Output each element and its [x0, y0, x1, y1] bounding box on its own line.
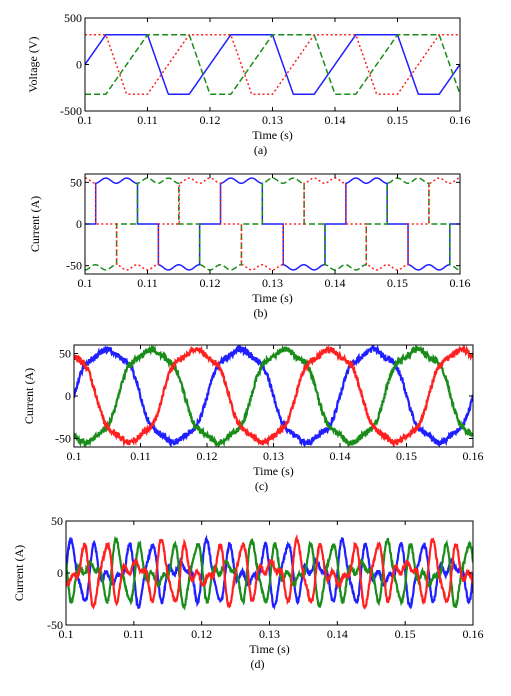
y-tick-label: 500 — [64, 11, 82, 25]
x-tick-label: 0.13 — [263, 449, 284, 463]
x-tick-label: 0.16 — [450, 113, 471, 127]
y-axis-label: Voltage (V) — [26, 36, 40, 92]
x-tick-label: 0.14 — [330, 449, 351, 463]
x-tick-label: 0.16 — [450, 276, 471, 290]
y-tick-label: 0 — [76, 217, 82, 231]
series-line-phase-b — [66, 535, 473, 611]
x-tick-label: 0.11 — [124, 627, 145, 641]
x-tick-label: 0.1 — [67, 449, 82, 463]
x-axis-label: Time (s) — [253, 464, 294, 478]
y-tick-label: 0 — [65, 389, 71, 403]
series-line-phase-c — [66, 533, 473, 610]
x-tick-label: 0.12 — [200, 113, 221, 127]
series-line-phase-a — [66, 534, 473, 611]
x-axis-label: Time (s) — [249, 642, 290, 656]
x-tick-label: 0.15 — [387, 113, 408, 127]
y-tick-label: -50 — [47, 618, 63, 632]
x-tick-label: 0.1 — [78, 276, 93, 290]
series-line-phase-b — [85, 177, 460, 271]
y-axis-label: Current (A) — [28, 196, 42, 252]
x-tick-label: 0.13 — [259, 627, 280, 641]
series-line-phase-b — [74, 345, 473, 447]
series-line-phase-a — [74, 345, 473, 447]
y-tick-label: 50 — [59, 347, 71, 361]
panel-label: (b) — [254, 306, 268, 320]
series-line-phase-b — [85, 33, 460, 96]
panel-label: (c) — [255, 479, 268, 493]
y-tick-label: 50 — [51, 514, 63, 528]
y-tick-label: -500 — [60, 104, 82, 118]
series-line-phase-c — [85, 33, 460, 96]
series-line-phase-c — [74, 345, 473, 447]
x-tick-label: 0.11 — [130, 449, 151, 463]
chart-panel-a3: 0.1 0.11 0.12 0.13 0.14 0.15 0.16 -50 0 50 Time (s… — [12, 514, 484, 671]
panel-label: (a) — [254, 143, 267, 157]
x-tick-label: 0.14 — [325, 276, 346, 290]
x-tick-label: 0.1 — [59, 627, 74, 641]
x-tick-label: 0.15 — [395, 627, 416, 641]
x-tick-label: 0.12 — [197, 449, 218, 463]
chart-panel-a2: 0.1 0.11 0.12 0.13 0.14 0.15 0.16 -50 0 50 Time (s… — [22, 344, 484, 493]
panel-label: (d) — [251, 657, 265, 671]
x-tick-label: 0.15 — [387, 276, 408, 290]
x-tick-label: 0.14 — [327, 627, 348, 641]
x-tick-label: 0.16 — [463, 449, 484, 463]
plot-frame — [84, 17, 461, 112]
x-tick-label: 0.12 — [200, 276, 221, 290]
x-tick-label: 0.14 — [325, 113, 346, 127]
y-axis-label: Current (A) — [12, 545, 26, 601]
y-tick-label: -50 — [55, 432, 71, 446]
y-tick-label: 0 — [76, 58, 82, 72]
x-tick-label: 0.11 — [137, 276, 158, 290]
x-tick-label: 0.1 — [78, 113, 93, 127]
x-tick-label: 0.16 — [463, 627, 484, 641]
x-axis-label: Time (s) — [252, 291, 293, 305]
series-line-phase-a — [85, 177, 460, 271]
y-tick-label: -50 — [66, 259, 82, 273]
x-tick-label: 0.13 — [262, 113, 283, 127]
series-line-phase-c — [85, 177, 460, 271]
y-tick-label: 0 — [57, 566, 63, 580]
y-axis-label: Current (A) — [22, 368, 36, 424]
x-tick-label: 0.11 — [137, 113, 158, 127]
x-axis-label: Time (s) — [252, 128, 293, 142]
x-tick-label: 0.12 — [191, 627, 212, 641]
y-tick-label: 50 — [70, 175, 82, 189]
x-tick-label: 0.15 — [396, 449, 417, 463]
chart-panel-a0: 0.1 0.11 0.12 0.13 0.14 0.15 0.16 -500 0 500 Time … — [26, 11, 471, 157]
x-tick-label: 0.13 — [262, 276, 283, 290]
chart-panel-a1: 0.1 0.11 0.12 0.13 0.14 0.15 0.16 -50 0 50 Time (s… — [28, 173, 471, 320]
